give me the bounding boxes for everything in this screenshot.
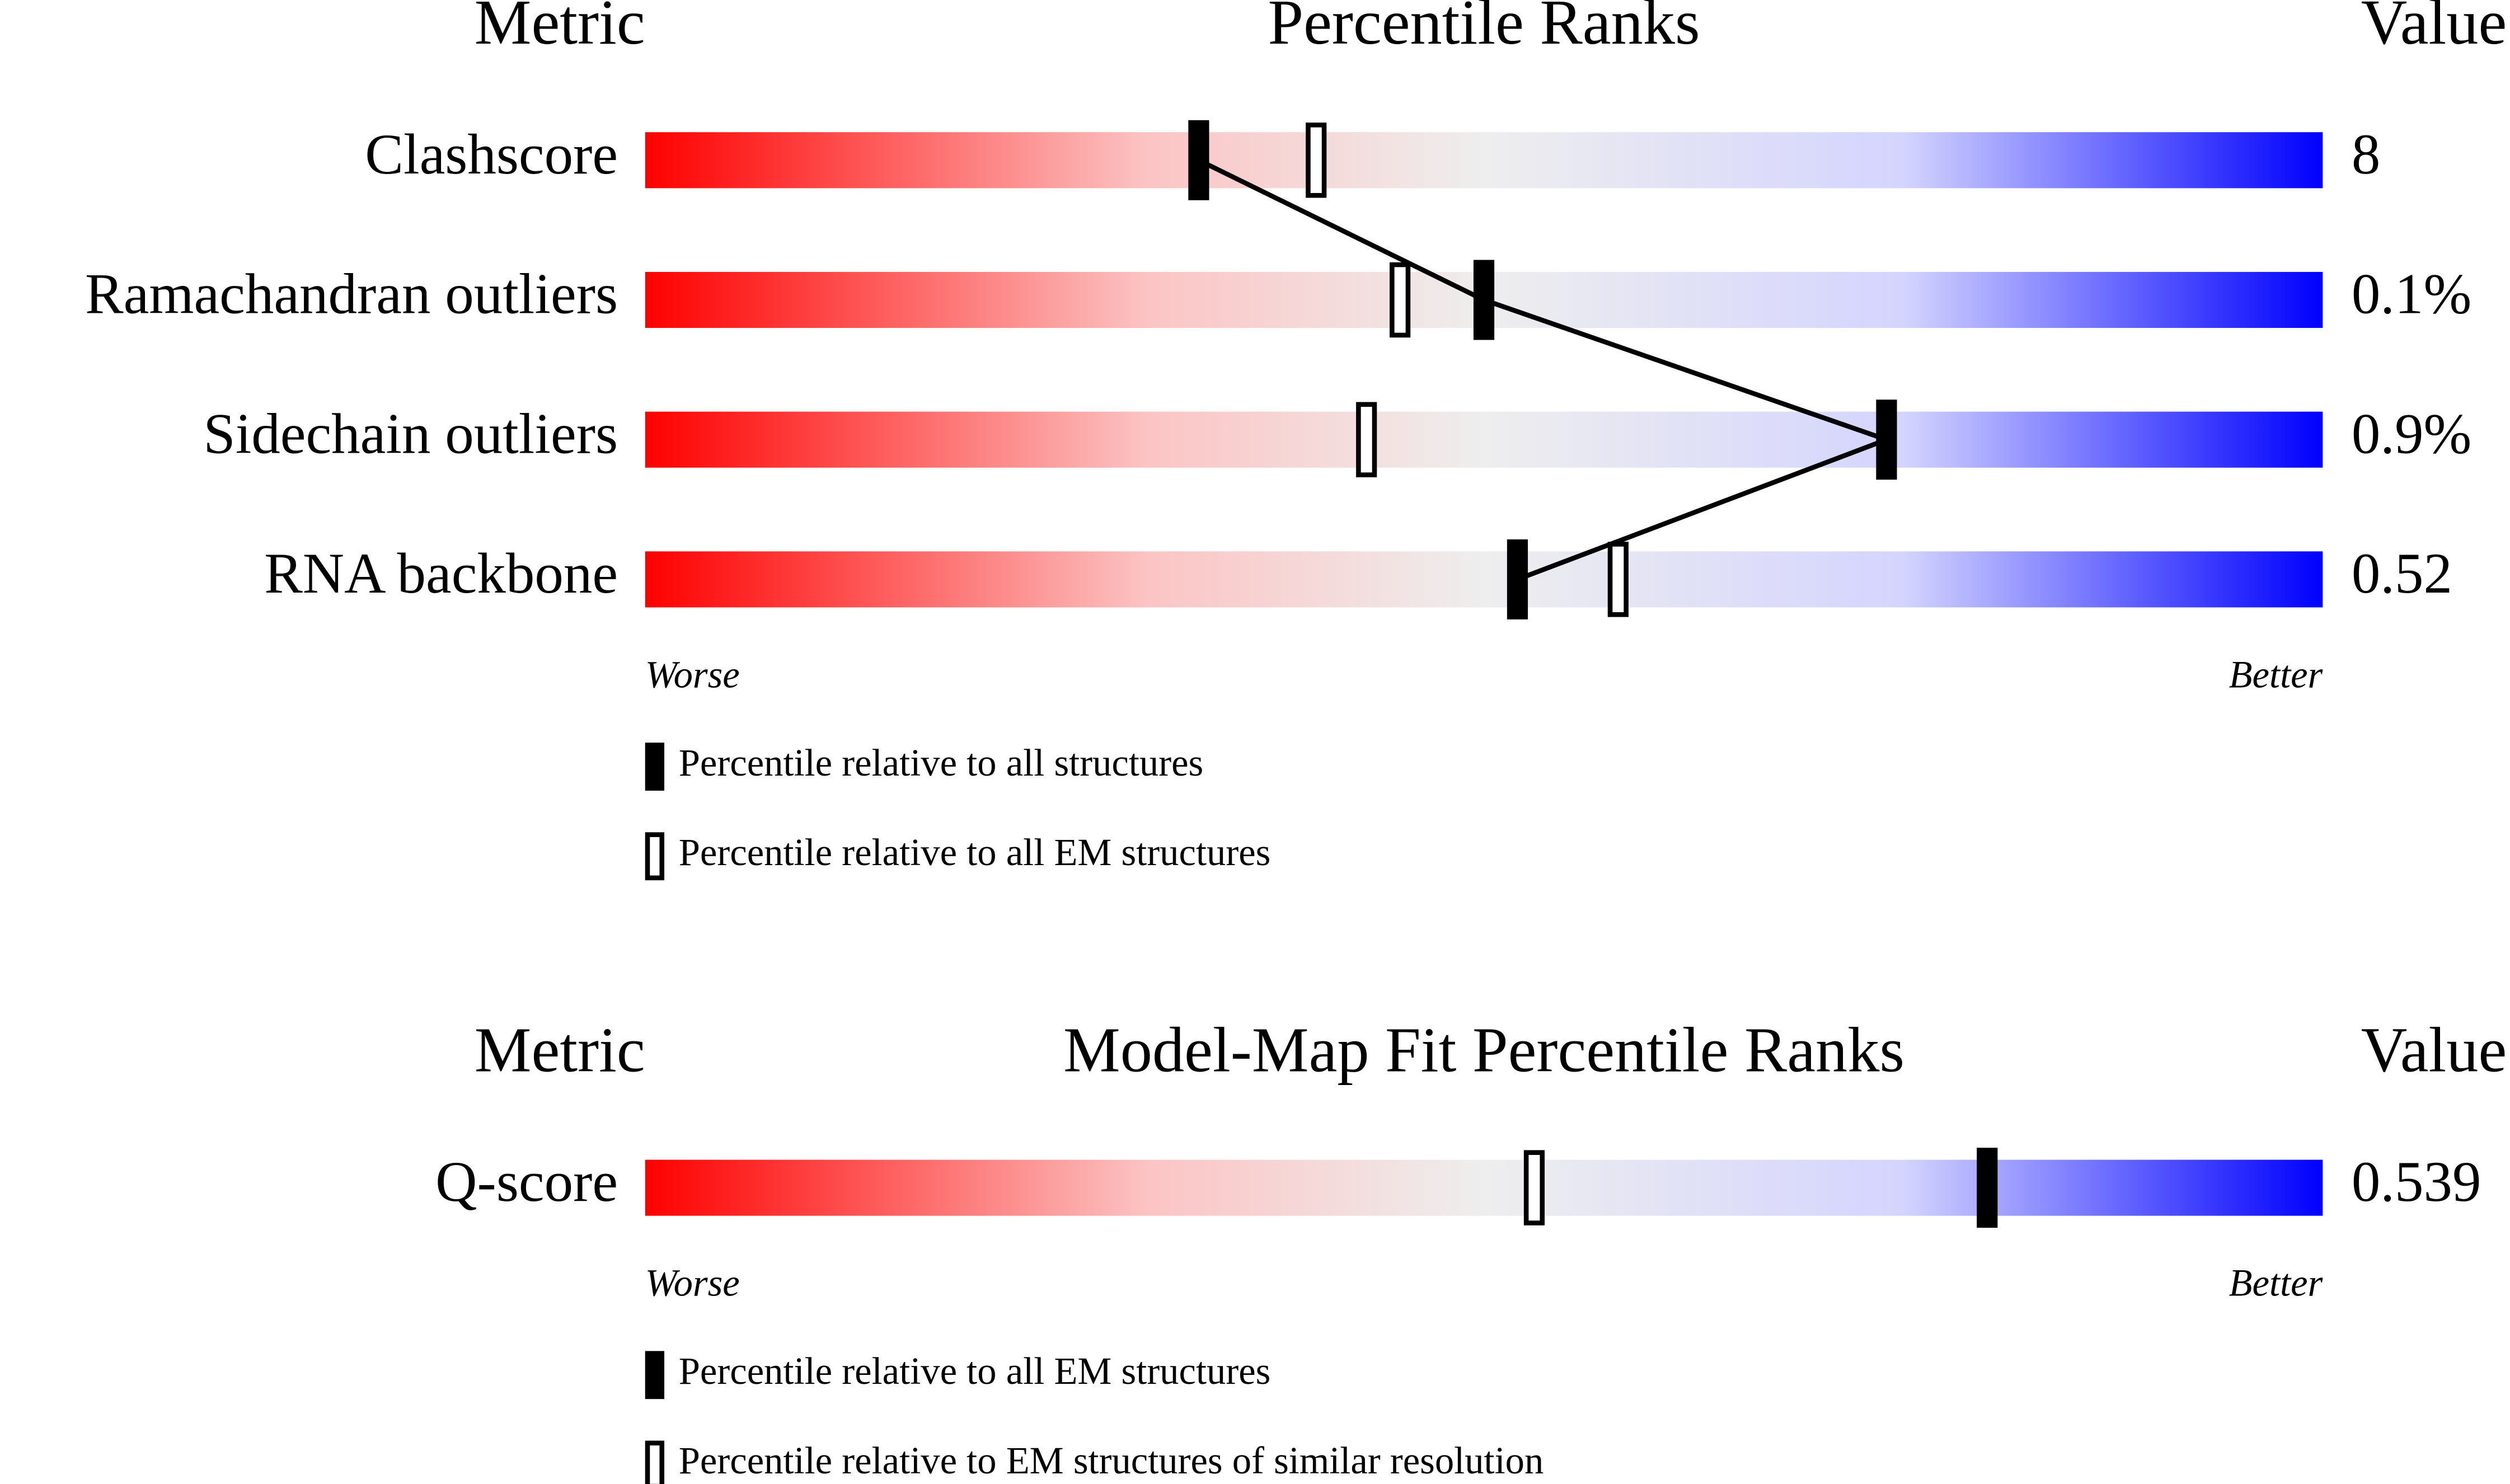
- legend-marker-hollow: [645, 1440, 665, 1484]
- legend-marker-hollow: [645, 832, 665, 881]
- legend-marker-filled: [645, 743, 665, 791]
- marker-hollow: [1356, 402, 1377, 477]
- gradient-bar: [645, 411, 2323, 468]
- metric-label: RNA backbone: [264, 542, 618, 605]
- metric-value: 0.52: [2352, 542, 2452, 605]
- worse-label: Worse: [645, 653, 740, 696]
- marker-filled: [1473, 260, 1495, 340]
- header-value: Value: [2361, 0, 2507, 58]
- metric-label: Ramachandran outliers: [85, 262, 618, 326]
- legend-label: Percentile relative to all EM structures: [679, 1350, 1271, 1392]
- metric-value: 0.539: [2352, 1150, 2481, 1214]
- marker-hollow: [1390, 262, 1411, 338]
- marker-filled: [1876, 400, 1897, 480]
- metric-label: Q-score: [435, 1150, 618, 1214]
- marker-hollow: [1306, 123, 1327, 198]
- marker-hollow: [1523, 1150, 1545, 1225]
- chart-title: Percentile Ranks: [1268, 0, 1700, 58]
- metric-label: Sidechain outliers: [203, 402, 618, 466]
- marker-filled: [1507, 539, 1528, 619]
- metric-label: Clashscore: [365, 123, 618, 186]
- metric-value: 8: [2352, 123, 2380, 186]
- header-metric: Metric: [475, 1014, 645, 1085]
- legend-marker-filled: [645, 1351, 665, 1400]
- gradient-bar: [645, 551, 2323, 608]
- legend-label: Percentile relative to all EM structures: [679, 831, 1271, 874]
- marker-filled: [1188, 120, 1209, 200]
- header-metric: Metric: [475, 0, 645, 58]
- connector-line: [1198, 158, 1894, 582]
- legend-label: Percentile relative to EM structures of …: [679, 1439, 1544, 1482]
- metric-value: 0.1%: [2352, 262, 2472, 326]
- header-value: Value: [2361, 1014, 2507, 1085]
- better-label: Better: [2229, 653, 2323, 696]
- worse-label: Worse: [645, 1262, 740, 1304]
- gradient-bar: [645, 1159, 2323, 1216]
- legend-label: Percentile relative to all structures: [679, 741, 1204, 784]
- gradient-bar: [645, 132, 2323, 189]
- marker-filled: [1977, 1148, 1998, 1228]
- metric-value: 0.9%: [2352, 402, 2472, 466]
- better-label: Better: [2229, 1262, 2323, 1304]
- chart-title: Model-Map Fit Percentile Ranks: [1063, 1014, 1904, 1085]
- marker-hollow: [1607, 542, 1629, 617]
